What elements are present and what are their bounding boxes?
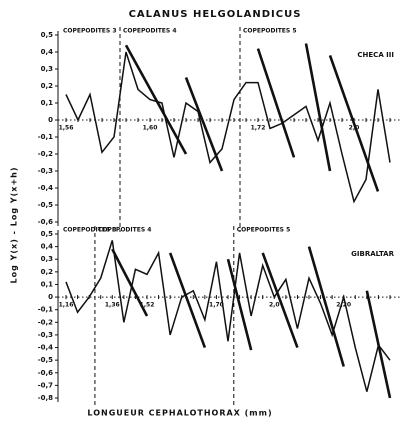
y-tick-label: -0,3 [38,331,53,339]
y-tick-label: -0,2 [38,318,53,326]
x-tick-label: 1,52 [140,302,155,309]
y-tick-label: 0,5 [41,230,54,238]
y-tick-label: 0,3 [41,255,54,263]
y-tick-label: -0,2 [38,150,53,158]
y-tick-label: -0,6 [38,369,53,377]
stage-label: COPEPODITES 4 [123,28,177,35]
stage-label: COPEPODITES 3 [63,227,117,234]
trend-line [168,252,207,348]
x-tick-label: 1,56 [59,125,74,132]
y-tick-label: -0,4 [38,184,53,192]
y-tick-label: -0,4 [38,344,53,352]
trend-line [184,77,224,172]
y-tick-label: 0,5 [41,31,54,39]
y-tick-label: -0,3 [38,167,53,175]
trend-line [256,48,296,158]
trend-line [124,44,188,155]
site-label: GIBRALTAR [351,250,394,258]
y-tick-label: -0,5 [38,356,53,364]
y-tick-label: -0,1 [38,133,53,141]
x-tick-label: 2,0 [269,302,280,309]
y-tick-label: 0,1 [41,280,54,288]
x-tick-label: 1,36 [105,302,120,309]
y-tick-label: -0,5 [38,201,53,209]
y-tick-label: 0,2 [41,268,54,276]
trend-line [307,246,345,367]
y-tick-label: 0,2 [41,82,54,90]
data-line [65,240,391,392]
y-tick-label: 0,4 [41,243,54,251]
stage-label: COPEPODITES 3 [63,28,117,35]
y-tick-label: -0,8 [38,394,53,402]
stage-label: COPEPODITES 4 [98,227,152,234]
y-tick-label: -0,1 [38,306,53,314]
x-tick-label: 1,70 [209,302,224,309]
stage-label: COPEPODITES 5 [237,227,290,234]
trend-line [328,54,380,192]
site-label: CHECA III [357,51,394,59]
trend-line [111,248,149,317]
y-tick-label: 0,3 [41,65,54,73]
x-tick-label: 1,16 [59,302,74,309]
y-tick-label: 0,1 [41,99,54,107]
x-tick-label: 1,60 [143,125,158,132]
y-axis-label: Log Y(x) - Log Y(x+h) [10,166,19,283]
trend-line [226,258,253,351]
x-axis-label: LONGUEUR CEPHALOTHORAX (mm) [87,409,272,418]
chart-title: CALANUS HELGOLANDICUS [129,9,302,20]
trend-line [304,43,332,172]
y-tick-label: 0 [48,116,53,124]
y-tick-label: 0,4 [41,48,54,56]
y-tick-label: -0,7 [38,381,53,389]
x-tick-label: 2,20 [336,302,351,309]
stage-label: COPEPODITES 5 [243,28,297,35]
trend-line [261,252,299,348]
y-tick-label: 0 [48,293,53,301]
y-tick-label: -0,6 [38,218,53,226]
x-tick-label: 2,0 [349,125,360,132]
data-line [65,51,391,204]
trend-line [365,290,392,399]
x-tick-label: 1,72 [251,125,266,132]
